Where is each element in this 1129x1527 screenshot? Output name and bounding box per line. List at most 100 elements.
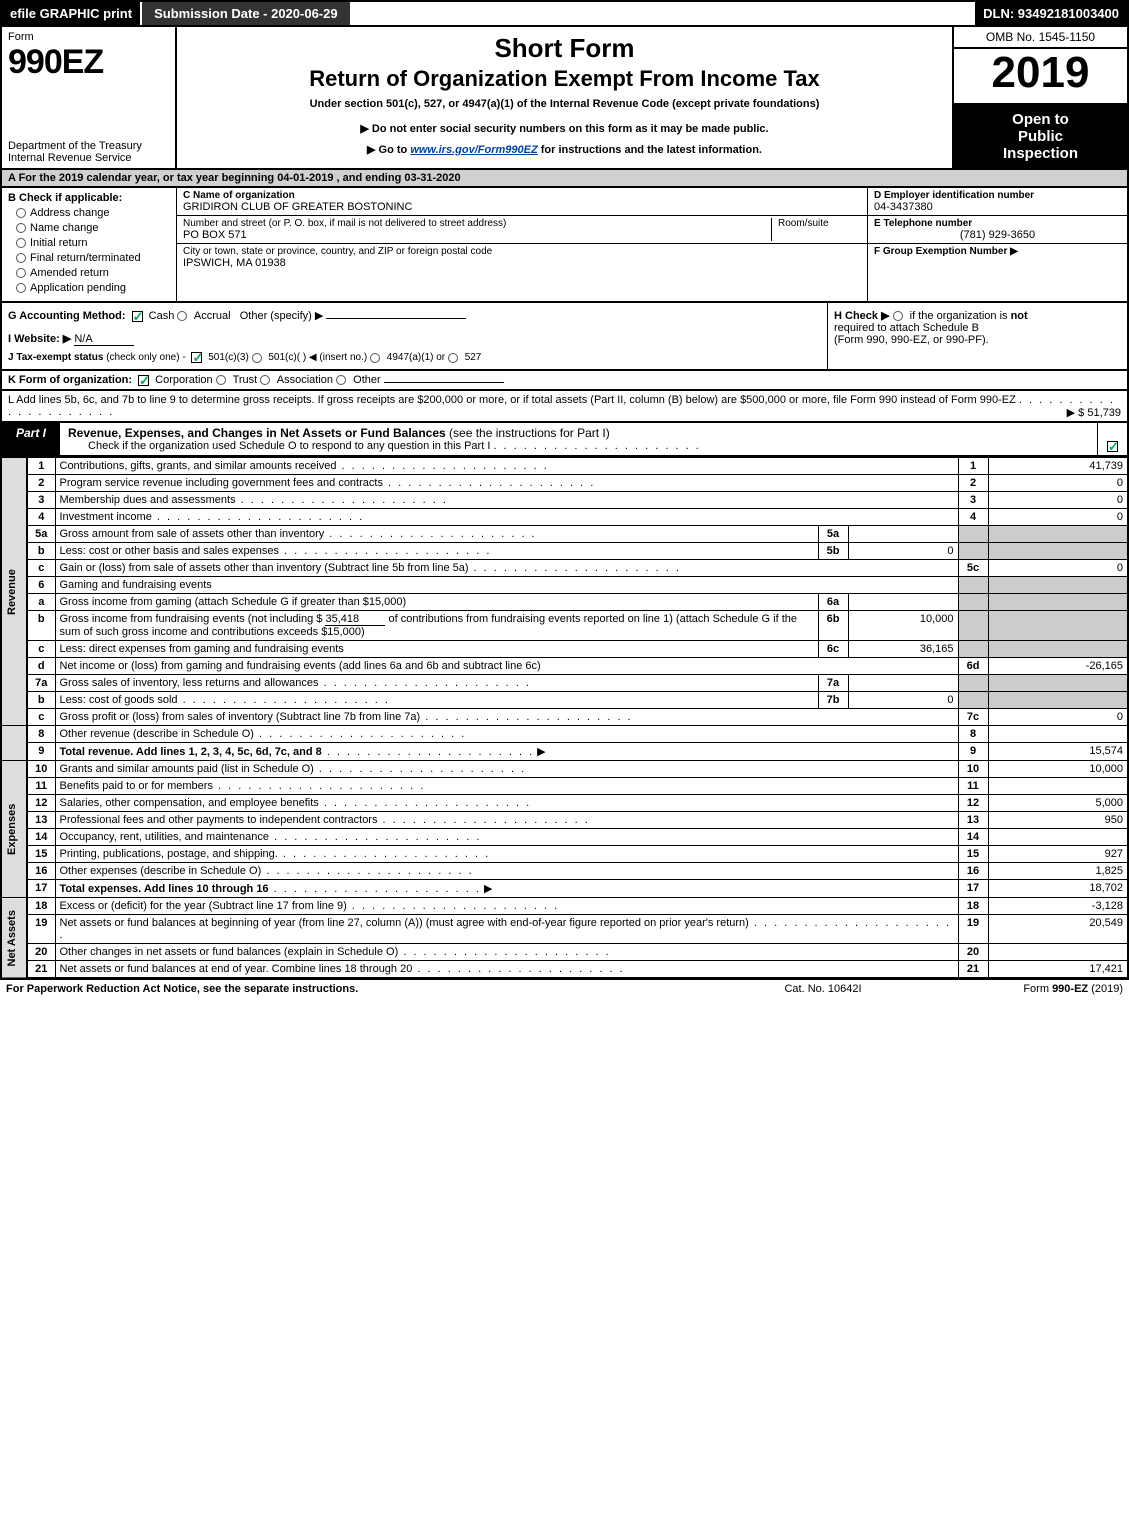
line-amount: 20,549 (988, 915, 1128, 944)
line-amount-shaded (988, 611, 1128, 641)
irs-link[interactable]: www.irs.gov/Form990EZ (410, 144, 537, 156)
line-num: 4 (27, 509, 55, 526)
501c3-checkbox[interactable] (191, 352, 202, 363)
goto-link-row: ▶ Go to www.irs.gov/Form990EZ for instru… (187, 143, 942, 156)
line-col: 1 (958, 458, 988, 475)
other-org-field[interactable] (384, 382, 504, 383)
group-exemption-cell: F Group Exemption Number ▶ (868, 244, 1127, 259)
line-col-shaded (958, 594, 988, 611)
schedule-o-check (1097, 423, 1127, 455)
other-org-radio[interactable] (336, 375, 346, 385)
opt-name-change[interactable]: Name change (16, 222, 170, 234)
501c-radio[interactable] (252, 353, 262, 363)
corporation-checkbox[interactable] (138, 375, 149, 386)
tax-exempt-sub: (check only one) - (106, 352, 185, 363)
ein-cell: D Employer identification number 04-3437… (868, 188, 1127, 216)
line-amount: 18,702 (988, 880, 1128, 898)
subcol-num: 5a (818, 526, 848, 543)
line-amount: 0 (988, 492, 1128, 509)
schedule-o-checkbox[interactable] (1107, 441, 1118, 452)
line-sub: b (27, 692, 55, 709)
address-value: PO BOX 571 (183, 229, 771, 241)
line-num: 11 (27, 778, 55, 795)
line-sub: d (27, 658, 55, 675)
line-col: 21 (958, 961, 988, 979)
k-label: K Form of organization: (8, 374, 132, 386)
footer-notice: For Paperwork Reduction Act Notice, see … (6, 983, 723, 995)
527-label: 527 (465, 352, 482, 363)
accrual-radio[interactable] (177, 311, 187, 321)
part1-title: Revenue, Expenses, and Changes in Net As… (60, 423, 1097, 455)
tax-year: 2019 (954, 49, 1127, 105)
org-name-row: C Name of organization GRIDIRON CLUB OF … (177, 188, 867, 216)
subcol-val: 0 (848, 692, 958, 709)
subcol-val: 0 (848, 543, 958, 560)
line-amount: 17,421 (988, 961, 1128, 979)
subcol-val (848, 675, 958, 692)
line-num: 13 (27, 812, 55, 829)
line-amount-shaded (988, 692, 1128, 709)
line-desc: Gross income from gaming (attach Schedul… (55, 594, 818, 611)
line-amount: 15,574 (988, 743, 1128, 761)
line-sub: b (27, 543, 55, 560)
efile-print-button[interactable]: efile GRAPHIC print (2, 2, 140, 25)
l-amount: ▶ $ 51,739 (1067, 406, 1121, 419)
trust-label: Trust (233, 374, 258, 386)
trust-radio[interactable] (216, 375, 226, 385)
line-num: 3 (27, 492, 55, 509)
ein-value: 04-3437380 (874, 201, 1121, 213)
part1-header: Part I Revenue, Expenses, and Changes in… (0, 423, 1129, 457)
line-desc: Other expenses (describe in Schedule O) (55, 863, 958, 880)
part1-subtitle: Check if the organization used Schedule … (68, 440, 1089, 452)
short-form-title: Short Form (187, 33, 942, 64)
phone-value: (781) 929-3650 (874, 229, 1121, 241)
4947-radio[interactable] (370, 353, 380, 363)
other-specify-field[interactable] (326, 318, 466, 319)
line-col: 18 (958, 898, 988, 915)
line-amount: 0 (988, 560, 1128, 577)
line-desc: Investment income (55, 509, 958, 526)
opt-amended-return[interactable]: Amended return (16, 267, 170, 279)
h-text1: if the organization is (910, 310, 1011, 322)
circle-icon (16, 208, 26, 218)
527-radio[interactable] (448, 353, 458, 363)
address-row: Number and street (or P. O. box, if mail… (177, 216, 867, 244)
inspection-line2: Public (958, 128, 1123, 145)
line-num: 10 (27, 761, 55, 778)
row-gh: G Accounting Method: Cash Accrual Other … (0, 303, 1129, 371)
info-grid: B Check if applicable: Address change Na… (0, 188, 1129, 303)
line-amount: 0 (988, 709, 1128, 726)
opt-initial-return[interactable]: Initial return (16, 237, 170, 249)
line-col: 4 (958, 509, 988, 526)
corporation-label: Corporation (155, 374, 212, 386)
line-col: 19 (958, 915, 988, 944)
line-amount: 5,000 (988, 795, 1128, 812)
line-desc: Benefits paid to or for members (55, 778, 958, 795)
col-def: D Employer identification number 04-3437… (867, 188, 1127, 301)
association-radio[interactable] (260, 375, 270, 385)
line-col: 5c (958, 560, 988, 577)
footer-post: (2019) (1091, 983, 1123, 995)
row-k-form-org: K Form of organization: Corporation Trus… (0, 371, 1129, 391)
opt-final-return[interactable]: Final return/terminated (16, 252, 170, 264)
opt-address-change[interactable]: Address change (16, 207, 170, 219)
submission-date-button[interactable]: Submission Date - 2020-06-29 (140, 2, 350, 25)
cash-checkbox[interactable] (132, 311, 143, 322)
subcol-val: 36,165 (848, 641, 958, 658)
line-col-shaded (958, 611, 988, 641)
opt-label: Initial return (30, 237, 87, 249)
line-col: 14 (958, 829, 988, 846)
line-amount-shaded (988, 675, 1128, 692)
part1-title-text: Revenue, Expenses, and Changes in Net As… (68, 426, 446, 440)
h-text2: required to attach Schedule B (834, 322, 979, 334)
h-radio[interactable] (893, 311, 903, 321)
line-num: 16 (27, 863, 55, 880)
circle-icon (16, 253, 26, 263)
line-num: 2 (27, 475, 55, 492)
revenue-side-label-cont (1, 726, 27, 761)
opt-application-pending[interactable]: Application pending (16, 282, 170, 294)
line-col: 15 (958, 846, 988, 863)
other-org-label: Other (353, 374, 381, 386)
line-desc: Contributions, gifts, grants, and simila… (55, 458, 958, 475)
4947-label: 4947(a)(1) or (387, 352, 445, 363)
